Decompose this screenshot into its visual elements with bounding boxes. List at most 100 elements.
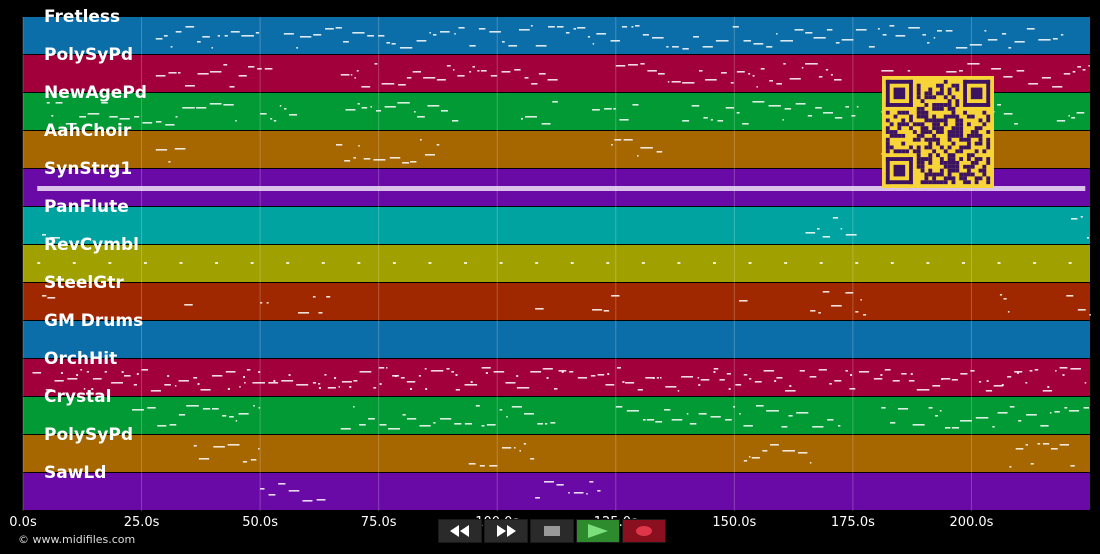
note	[1059, 444, 1070, 446]
note	[87, 113, 100, 115]
note	[412, 71, 422, 73]
note	[353, 157, 356, 159]
track-row[interactable]	[23, 473, 1090, 510]
note	[834, 79, 842, 81]
note	[535, 497, 540, 499]
note	[826, 29, 833, 31]
stop-button[interactable]	[530, 519, 574, 543]
track-row[interactable]	[23, 207, 1090, 244]
note	[296, 47, 299, 49]
note	[535, 308, 544, 310]
note	[1028, 83, 1039, 85]
note	[936, 30, 942, 32]
note	[394, 375, 397, 377]
note	[1001, 33, 1007, 35]
note	[756, 86, 758, 88]
note	[700, 379, 710, 381]
track-row[interactable]	[23, 17, 1090, 54]
note	[732, 26, 739, 28]
note	[469, 71, 472, 73]
note	[637, 155, 639, 157]
play-button[interactable]	[576, 519, 620, 543]
note	[458, 27, 465, 29]
note	[157, 425, 167, 427]
note	[409, 388, 412, 390]
note	[1007, 311, 1010, 313]
note	[358, 145, 360, 147]
note	[508, 45, 518, 47]
note	[855, 29, 867, 31]
note	[235, 120, 237, 122]
note	[60, 372, 63, 374]
note	[430, 370, 444, 372]
note	[268, 382, 279, 384]
note	[818, 76, 823, 78]
note	[155, 121, 162, 123]
note	[258, 371, 261, 373]
note	[506, 416, 508, 418]
track-row[interactable]	[23, 397, 1090, 434]
note	[702, 46, 713, 48]
note	[211, 47, 214, 49]
note	[499, 409, 503, 411]
note	[1068, 410, 1080, 412]
note	[912, 424, 925, 426]
note	[698, 70, 703, 72]
note	[349, 386, 352, 388]
note	[1041, 77, 1051, 79]
note	[406, 77, 412, 79]
note	[693, 36, 699, 38]
note	[246, 369, 251, 371]
note	[897, 408, 909, 410]
note	[451, 120, 459, 122]
note	[1014, 371, 1023, 373]
note	[922, 34, 926, 36]
time-tick-label: 0.0s	[9, 515, 37, 530]
time-tick-label: 175.0s	[830, 515, 875, 530]
note	[136, 373, 139, 375]
record-button[interactable]	[622, 519, 666, 543]
note	[552, 101, 558, 103]
note	[892, 380, 900, 382]
track-row[interactable]	[23, 245, 1090, 282]
note	[65, 123, 77, 125]
track-row[interactable]	[23, 359, 1090, 396]
note	[530, 458, 535, 460]
note	[682, 48, 689, 50]
note	[375, 110, 382, 112]
note	[615, 406, 623, 408]
note	[945, 30, 953, 32]
note	[133, 384, 137, 386]
note	[104, 371, 108, 373]
note	[845, 106, 849, 108]
note	[1050, 448, 1058, 450]
note	[446, 65, 451, 67]
note	[516, 387, 530, 389]
note	[340, 428, 351, 430]
note	[470, 381, 473, 383]
note	[725, 419, 732, 421]
note	[168, 72, 177, 74]
note	[1055, 370, 1057, 372]
note	[537, 423, 543, 425]
note	[1009, 406, 1015, 408]
note	[353, 406, 355, 408]
track-row[interactable]	[23, 435, 1090, 472]
note	[822, 236, 831, 238]
note	[774, 380, 777, 382]
note	[553, 388, 558, 390]
note	[223, 64, 228, 66]
track-row[interactable]	[23, 283, 1090, 320]
note	[1076, 112, 1085, 114]
note	[501, 71, 511, 73]
note	[185, 26, 195, 28]
track-row[interactable]	[23, 321, 1090, 358]
note	[997, 412, 1008, 414]
note	[258, 407, 261, 409]
note	[381, 83, 395, 85]
note	[397, 102, 410, 104]
rewind-button[interactable]	[438, 519, 482, 543]
note	[354, 77, 356, 79]
note	[637, 389, 643, 391]
fast-forward-button[interactable]	[484, 519, 528, 543]
